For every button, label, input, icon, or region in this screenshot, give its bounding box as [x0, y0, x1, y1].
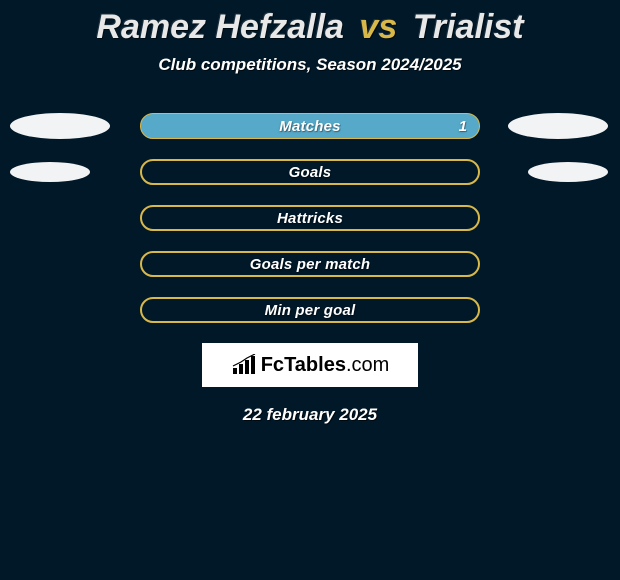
stat-label: Matches — [279, 118, 340, 135]
left-bubble — [10, 162, 90, 182]
left-bubble — [10, 113, 110, 139]
date-label: 22 february 2025 — [0, 405, 620, 425]
stat-row: Hattricks — [0, 205, 620, 231]
vs-text: vs — [359, 8, 397, 46]
fctables-logo: FcTables.com — [202, 343, 418, 387]
logo-fc: Fc — [261, 354, 284, 376]
stat-label: Hattricks — [277, 210, 343, 227]
stat-row: Min per goal — [0, 297, 620, 323]
stat-label: Min per goal — [265, 302, 356, 319]
stat-bar: Goals per match — [140, 251, 480, 277]
logo-com: .com — [346, 354, 389, 376]
stat-row: Goals per match — [0, 251, 620, 277]
logo-text: FcTables.com — [261, 354, 390, 377]
right-bubble — [528, 162, 608, 182]
stat-bar: Goals — [140, 159, 480, 185]
player1-name: Ramez Hefzalla — [96, 8, 344, 46]
player2-name: Trialist — [413, 8, 524, 46]
stat-label: Goals — [289, 164, 332, 181]
logo-tables: Tables — [284, 354, 346, 376]
comparison-title: Ramez Hefzalla vs Trialist — [0, 0, 620, 47]
stat-bar: Hattricks — [140, 205, 480, 231]
subtitle: Club competitions, Season 2024/2025 — [0, 55, 620, 75]
chart-icon — [231, 354, 257, 376]
stat-bar: Min per goal — [140, 297, 480, 323]
stat-label: Goals per match — [250, 256, 371, 273]
stat-bar: Matches 1 — [140, 113, 480, 139]
stat-row: Goals — [0, 159, 620, 185]
right-value: 1 — [459, 118, 467, 135]
comparison-chart: Matches 1 Goals Hattricks Goals per match Min… — [0, 113, 620, 323]
stat-row: Matches 1 — [0, 113, 620, 139]
right-bubble — [508, 113, 608, 139]
